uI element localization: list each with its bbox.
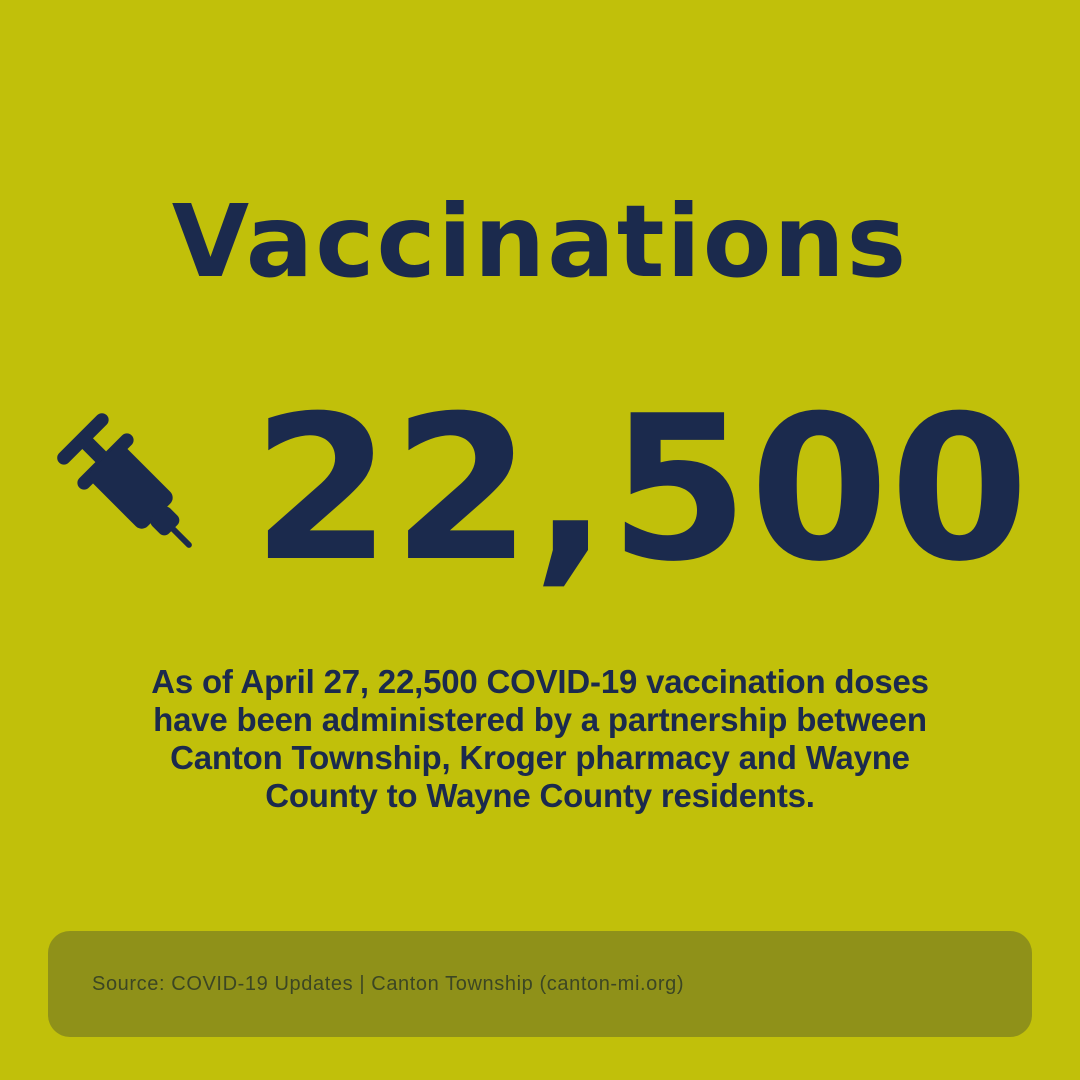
stat-row: 22,500 (0, 373, 1080, 606)
description-line: As of April 27, 22,500 COVID-19 vaccinat… (151, 663, 929, 700)
page-title: Vaccinations (171, 183, 909, 300)
description-line: Canton Township, Kroger pharmacy and Way… (170, 739, 910, 776)
description-line: County to Wayne County residents. (265, 777, 815, 814)
description: As of April 27, 22,500 COVID-19 vaccinat… (60, 663, 1020, 815)
description-line: have been administered by a partnership … (153, 701, 927, 738)
stat-value: 22,500 (252, 373, 1030, 606)
source-text: Source: COVID-19 Updates | Canton Townsh… (92, 972, 685, 995)
source-bar: Source: COVID-19 Updates | Canton Townsh… (48, 931, 1032, 1037)
syringe-icon (50, 406, 218, 574)
